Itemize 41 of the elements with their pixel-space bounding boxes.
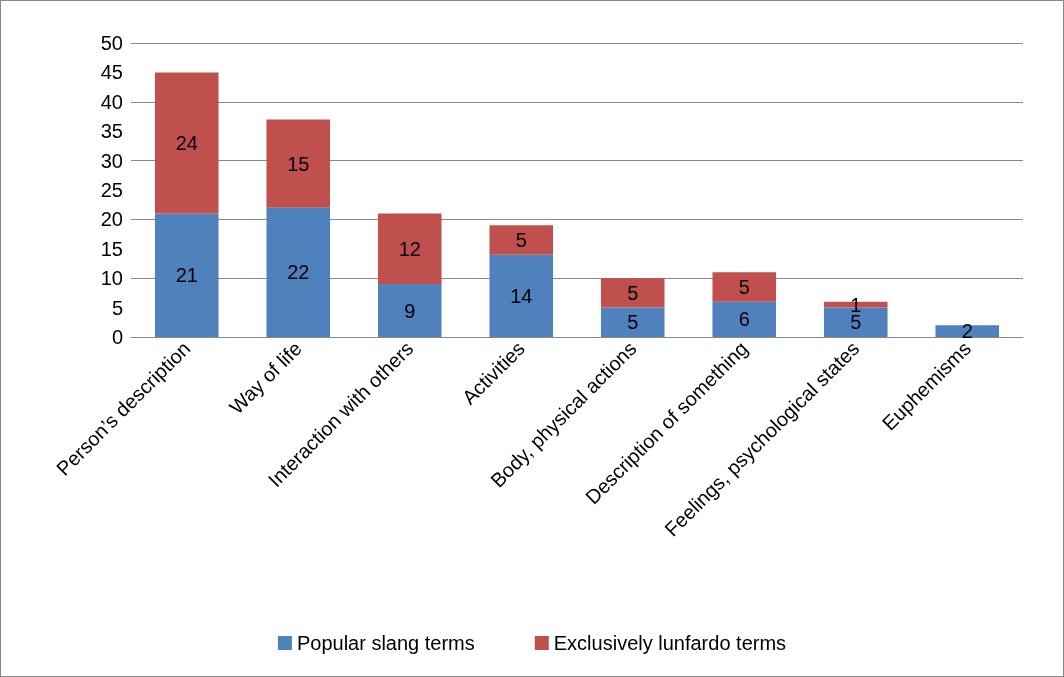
bar	[266, 119, 331, 208]
data-label: 2	[961, 320, 973, 343]
data-label: 22	[287, 261, 310, 284]
data-label: 12	[398, 237, 421, 260]
data-label: 6	[738, 308, 750, 331]
bar	[489, 225, 554, 255]
y-tick-label: 5	[111, 296, 123, 319]
y-tick-label: 15	[100, 237, 123, 260]
y-tick-label: 35	[100, 120, 123, 143]
y-tick-label: 45	[100, 61, 123, 84]
legend-label: Exclusively lunfardo terms	[553, 632, 787, 654]
bar	[154, 72, 219, 214]
legend-label: Popular slang terms	[296, 632, 475, 654]
y-tick-label: 0	[111, 326, 123, 348]
x-tick-label: Way of life	[225, 337, 307, 419]
bar	[154, 213, 219, 337]
data-label: 15	[287, 152, 310, 175]
data-label: 5	[515, 228, 527, 251]
y-tick-label: 50	[100, 32, 123, 54]
bar	[377, 213, 442, 285]
y-tick-label: 20	[100, 208, 123, 231]
bar	[600, 307, 665, 337]
bar	[600, 278, 665, 308]
y-tick-label: 30	[100, 149, 123, 172]
y-tick-label: 10	[100, 267, 123, 290]
bar	[712, 272, 777, 302]
data-label: 5	[850, 311, 862, 334]
y-tick-label: 25	[100, 179, 123, 201]
bar	[935, 325, 1000, 337]
data-label: 9	[404, 299, 416, 322]
data-label: 5	[627, 311, 639, 334]
bar	[489, 254, 554, 337]
data-label: 5	[738, 276, 750, 299]
bar	[266, 207, 331, 337]
data-label: 24	[175, 131, 198, 154]
data-label: 5	[627, 281, 639, 304]
data-label: 14	[510, 284, 533, 307]
bar	[377, 284, 442, 337]
bar	[712, 301, 777, 337]
data-label: 21	[175, 264, 198, 287]
y-tick-label: 40	[100, 90, 123, 113]
